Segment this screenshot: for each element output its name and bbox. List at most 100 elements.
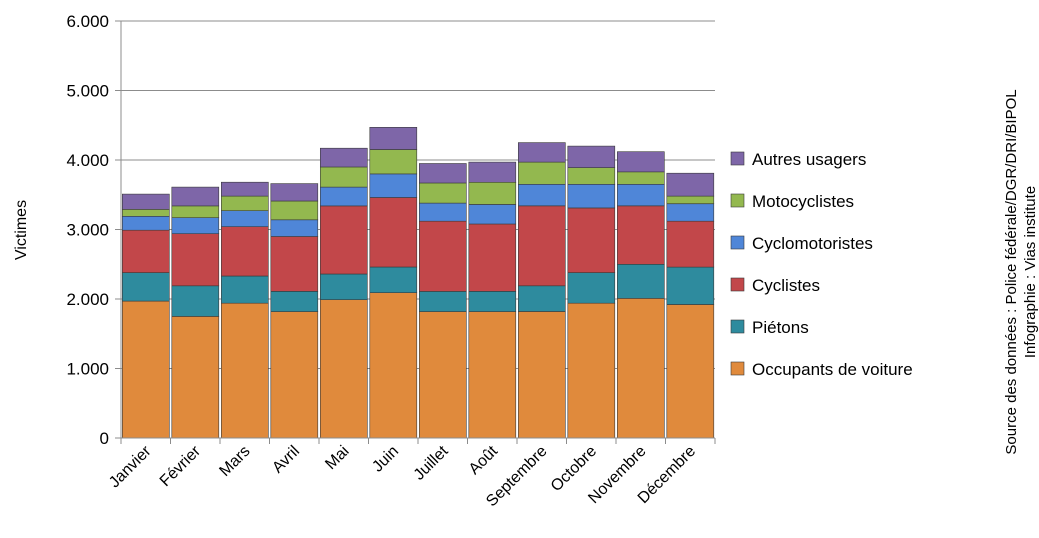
bar-segment	[270, 311, 319, 439]
bar-segment	[171, 316, 220, 439]
bar-segment	[270, 236, 319, 292]
bar-segment	[122, 272, 170, 302]
bar-segment	[369, 197, 418, 268]
legend-label: Occupants de voiture	[752, 360, 913, 379]
source-note: Source des données : Police fédérale/DGR…	[1003, 89, 1020, 454]
bar-segment	[369, 127, 418, 150]
legend-label: Autres usagers	[752, 150, 866, 169]
bar-segment	[122, 300, 170, 439]
bar-segment	[171, 205, 220, 218]
legend-label: Piétons	[752, 318, 809, 337]
bar-segment	[616, 263, 665, 299]
bar-segment	[270, 200, 319, 221]
bar-segment	[517, 184, 566, 207]
bar-segment	[616, 297, 665, 439]
bar-segment	[418, 311, 467, 439]
bar-segment	[616, 184, 665, 207]
legend-label: Motocyclistes	[752, 192, 854, 211]
bar-segment	[418, 202, 467, 222]
legend-label: Cyclistes	[752, 276, 820, 295]
legend-label: Cyclomotoristes	[752, 234, 873, 253]
bar-segment	[567, 207, 616, 273]
bar-segment	[122, 216, 170, 231]
legend-swatch	[730, 193, 745, 208]
bar-segment	[221, 181, 269, 197]
bar-segment	[319, 273, 368, 301]
legend: Autres usagers Motocyclistes Cyclomotorist…	[730, 150, 913, 379]
bar-segment	[418, 182, 467, 204]
bar-segment	[221, 275, 269, 304]
bar-segment	[221, 195, 269, 212]
credit-note: Infographie : Vias institute	[1022, 186, 1039, 358]
bar-segment	[270, 219, 319, 237]
bar-segment	[666, 203, 715, 222]
bar-segment	[319, 166, 368, 188]
legend-swatch	[730, 277, 745, 292]
gridlines	[115, 20, 715, 439]
x-tick-label: Janvier	[106, 442, 155, 491]
bar-segment	[666, 304, 715, 439]
y-tick-label: 6.000	[66, 12, 109, 31]
bar-segment	[567, 272, 616, 304]
bar-segment	[468, 181, 517, 205]
bars	[122, 127, 715, 439]
bar-segment	[567, 167, 616, 185]
bar-segment	[517, 205, 566, 287]
bar-segment	[567, 184, 616, 209]
bar-segment	[319, 299, 368, 439]
legend-swatch	[730, 319, 745, 334]
bar-segment	[666, 220, 715, 268]
legend-swatch	[730, 361, 745, 376]
bar-segment	[616, 151, 665, 173]
bar-segment	[369, 292, 418, 439]
y-tick-label: 1.000	[66, 360, 109, 379]
bar-segment	[468, 311, 517, 439]
x-tick-label: Juillet	[411, 442, 452, 483]
bar-segment	[171, 186, 220, 207]
y-tick-label: 2.000	[66, 290, 109, 309]
bar-segment	[221, 226, 269, 277]
x-tick-labels: Janvier Février Mars Avril Mai Juin Juillet Aoû…	[106, 442, 699, 510]
x-tick-label: Mai	[322, 443, 352, 473]
y-tick-label: 3.000	[66, 221, 109, 240]
bar-segment	[171, 285, 220, 317]
bar-segment	[517, 285, 566, 312]
y-tick-labels: 0 1.000 2.000 3.000 4.000 5.000 6.000	[66, 12, 109, 448]
bar-segment	[666, 195, 715, 205]
bar-segment	[666, 172, 715, 197]
bar-segment	[122, 229, 170, 273]
legend-swatch	[730, 235, 745, 250]
bar-segment	[221, 302, 269, 439]
bar-segment	[517, 311, 566, 439]
legend-swatch	[730, 151, 745, 166]
bar-segment	[567, 302, 616, 439]
bar-segment	[616, 171, 665, 185]
bar-segment	[666, 266, 715, 305]
bar-segment	[319, 147, 368, 168]
bar-segment	[122, 193, 170, 210]
x-tick-label: Avril	[269, 443, 303, 477]
bar-segment	[319, 186, 368, 207]
bar-segment	[369, 173, 418, 198]
bar-segment	[270, 183, 319, 202]
y-axis-label: Victimes	[13, 200, 30, 260]
bar-segment	[468, 291, 517, 312]
x-tick-label: Août	[466, 442, 502, 478]
bar-segment	[418, 163, 467, 184]
bar-segment	[517, 161, 566, 185]
bar-segment	[567, 145, 616, 168]
x-tick-label: Mars	[216, 443, 253, 480]
axes	[120, 21, 716, 444]
bar-segment	[122, 209, 170, 217]
x-tick-label: Juin	[369, 443, 402, 476]
bar-segment	[270, 291, 319, 312]
y-tick-label: 5.000	[66, 82, 109, 101]
y-tick-label: 4.000	[66, 151, 109, 170]
bar-segment	[369, 149, 418, 175]
y-tick-label: 0	[100, 429, 109, 448]
bar-segment	[468, 204, 517, 225]
bar-segment	[171, 233, 220, 287]
bar-segment	[517, 142, 566, 163]
bar-segment	[418, 220, 467, 292]
